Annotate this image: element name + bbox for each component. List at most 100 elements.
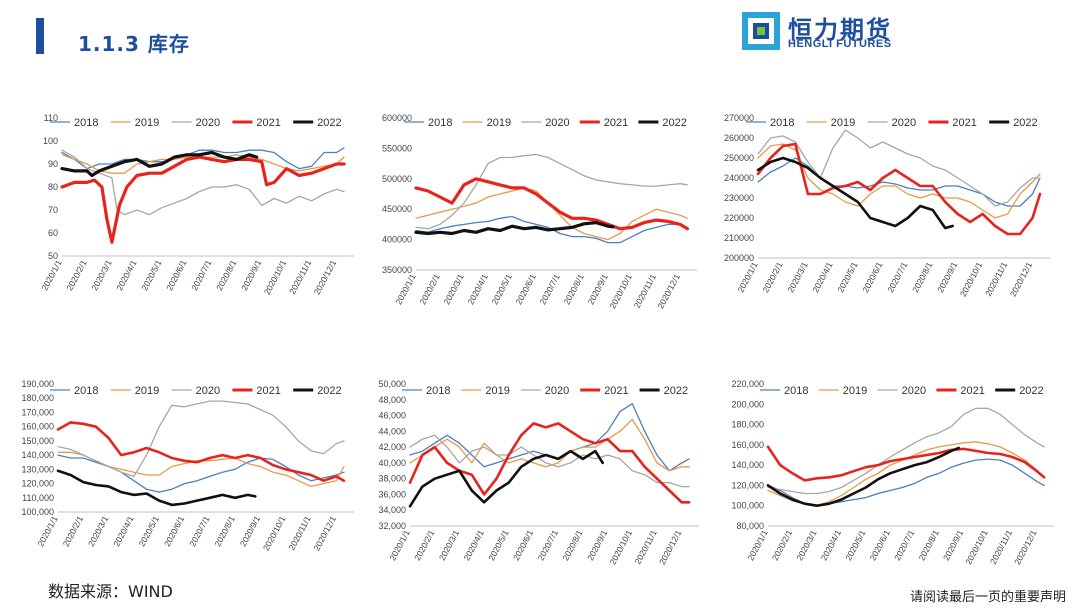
legend-label-2020: 2020 [902, 385, 926, 397]
x-tick-label: 2020/6/1 [162, 514, 186, 548]
x-tick-label: 2020/5/1 [835, 260, 859, 294]
legend-label-2021: 2021 [604, 385, 628, 397]
y-tick-label: 250000 [724, 153, 754, 163]
chart-4: 100,000 110,000 120,000 130,000 140,000 150,0… [21, 379, 354, 552]
x-tick-label: 2020/1/1 [393, 272, 417, 306]
y-tick-label: 150,000 [21, 436, 54, 446]
series-line-2022 [408, 449, 604, 508]
x-tick-label: 2020/2/1 [64, 258, 88, 292]
x-tick-label: 2020/7/1 [536, 528, 560, 562]
y-tick-label: 220,000 [731, 379, 764, 389]
y-tick-label: 220000 [724, 213, 754, 223]
chart-3: 200000 210000 220000 230000 240000 250000 2600… [724, 113, 1050, 298]
x-tick-label: 2020/10/1 [963, 528, 990, 566]
company-logo: 恒力期货 HENGLI FUTURES [742, 10, 912, 54]
y-tick-label: 180,000 [21, 393, 54, 403]
x-tick-label: 2020/1/1 [35, 514, 59, 548]
series-line-2021 [60, 155, 346, 244]
y-tick-label: 42,000 [378, 442, 406, 452]
series-line-2021 [414, 177, 689, 231]
x-tick-label: 2020/8/1 [560, 528, 584, 562]
x-tick-label: 2020/10/1 [262, 258, 289, 296]
y-tick-label: 48,000 [378, 395, 406, 405]
series-line-2022 [56, 469, 257, 507]
x-tick-label: 2020/11/1 [286, 514, 312, 552]
header-accent-bar [36, 18, 44, 54]
y-tick-label: 400000 [382, 235, 412, 245]
legend-label-2022: 2022 [1013, 117, 1037, 129]
logo-icon [742, 12, 780, 50]
legend-label-2022: 2022 [317, 117, 341, 129]
legend-label-2021: 2021 [256, 385, 280, 397]
x-tick-label: 2020/4/1 [114, 258, 138, 292]
y-tick-label: 90 [48, 159, 58, 169]
disclaimer: 请阅读最后一页的重要声明 [909, 590, 1066, 605]
x-tick-label: 2020/2/1 [770, 528, 794, 562]
legend-label-2021: 2021 [256, 117, 280, 129]
chart-6: 80,000 100,000 120,000 140,000 160,000 180,00… [731, 379, 1054, 566]
legend-label-2021: 2021 [960, 385, 984, 397]
x-tick-label: 2020/11/1 [988, 528, 1014, 566]
y-tick-label: 60 [48, 228, 58, 238]
y-tick-label: 34,000 [378, 505, 406, 515]
x-tick-label: 2020/7/1 [189, 258, 213, 292]
x-tick-label: 2020/2/1 [760, 260, 784, 294]
y-tick-label: 600000 [382, 113, 412, 123]
legend-label-2020: 2020 [545, 117, 569, 129]
series-line-2019 [767, 441, 1045, 507]
x-tick-label: 2020/5/1 [486, 528, 510, 562]
legend-label-2020: 2020 [196, 385, 220, 397]
x-tick-label: 2020/3/1 [437, 528, 461, 562]
y-tick-label: 100,000 [731, 501, 764, 511]
page-title: 1.1.3 库存 [78, 32, 190, 56]
y-tick-label: 120,000 [731, 480, 764, 490]
chart-1: 50 60 70 80 90 100 110 2020/1/1 2020/2/1 2020/3/1… [39, 113, 354, 296]
x-tick-label: 2020/2/1 [412, 528, 436, 562]
y-tick-label: 36,000 [378, 489, 406, 499]
legend-label-2022: 2022 [1019, 385, 1043, 397]
series-line-2019 [757, 143, 1041, 219]
x-tick-label: 2020/12/1 [655, 272, 682, 310]
series-line-2021 [766, 445, 1046, 482]
legend-label-2018: 2018 [770, 117, 794, 129]
legend-label-2018: 2018 [74, 117, 98, 129]
x-tick-label: 2020/5/1 [139, 258, 163, 292]
legend-label-2022: 2022 [317, 385, 341, 397]
series-line-2020 [409, 434, 690, 488]
y-tick-label: 46,000 [378, 411, 406, 421]
y-tick-label: 130,000 [21, 464, 54, 474]
legend-label-2022: 2022 [662, 117, 686, 129]
logo-text-cn: 恒力期货 [788, 16, 892, 44]
y-tick-label: 32,000 [378, 521, 406, 531]
x-tick-label: 2020/4/1 [810, 260, 834, 294]
legend-label-2021: 2021 [604, 117, 628, 129]
series-line-2018 [757, 157, 1041, 207]
legend-label-2020: 2020 [545, 385, 569, 397]
y-tick-label: 170,000 [21, 407, 54, 417]
y-tick-label: 500000 [382, 174, 412, 184]
x-tick-label: 2020/12/1 [1008, 260, 1035, 298]
y-tick-label: 240000 [724, 173, 754, 183]
y-tick-label: 50 [48, 251, 58, 261]
x-tick-label: 2020/1/1 [387, 528, 411, 562]
y-tick-label: 100,000 [21, 507, 54, 517]
y-tick-label: 260000 [724, 133, 754, 143]
x-tick-label: 2020/12/1 [1012, 528, 1039, 566]
x-tick-label: 2020/7/1 [538, 272, 562, 306]
x-tick-label: 2020/2/1 [417, 272, 441, 306]
y-tick-label: 80,000 [736, 521, 764, 531]
x-tick-label: 2020/9/1 [239, 258, 263, 292]
series-line-2020 [415, 153, 689, 230]
series-line-2020 [767, 407, 1045, 495]
series-line-2020 [57, 400, 345, 478]
series-line-2022 [766, 446, 960, 507]
legend-label-2019: 2019 [135, 385, 159, 397]
x-tick-label: 2020/6/1 [164, 258, 188, 292]
series-line-2020 [61, 149, 345, 216]
y-tick-label: 270000 [724, 113, 754, 123]
legend-label-2019: 2019 [843, 385, 867, 397]
y-tick-label: 110,000 [22, 493, 54, 503]
x-tick-label: 2020/10/1 [958, 260, 985, 298]
x-tick-label: 2020/6/1 [860, 260, 884, 294]
legend-label-2018: 2018 [74, 385, 98, 397]
